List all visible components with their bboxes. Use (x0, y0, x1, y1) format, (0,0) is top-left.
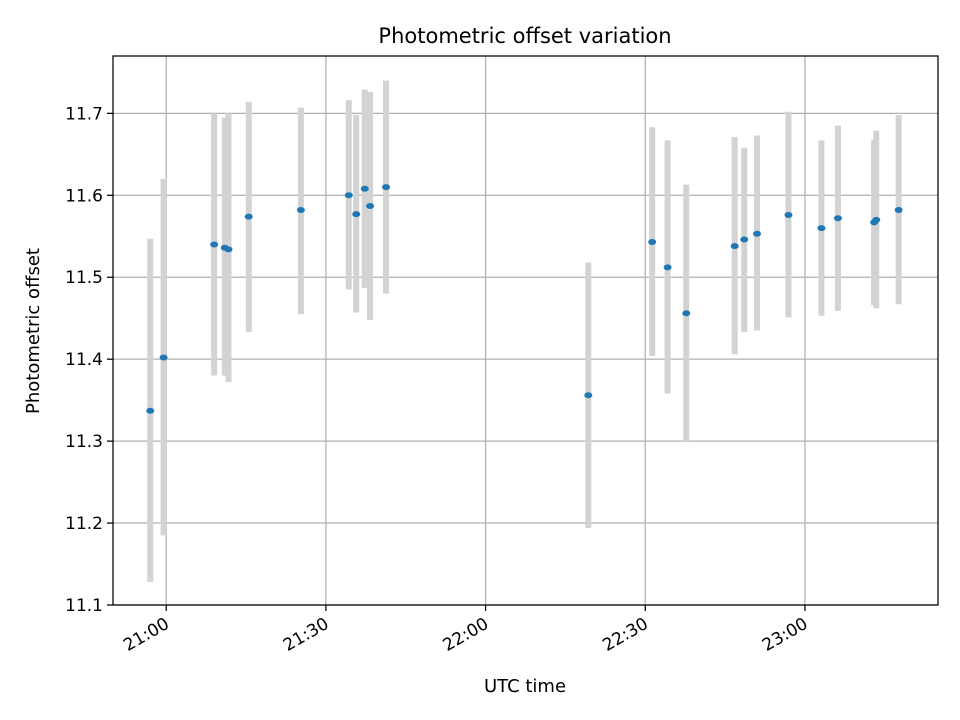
plot-frame (112, 55, 939, 606)
y-tick-label: 11.7 (65, 104, 103, 124)
data-point (159, 354, 168, 361)
x-axis-label: UTC time (484, 676, 566, 697)
data-point (210, 241, 219, 248)
data-point (753, 230, 762, 237)
data-point (740, 236, 749, 243)
data-point (730, 243, 739, 250)
y-tick-label: 11.3 (65, 432, 103, 452)
data-point (244, 213, 253, 220)
chart-title: Photometric offset variation (378, 24, 671, 48)
data-point (784, 211, 793, 218)
data-point (382, 184, 391, 191)
data-point (584, 392, 593, 399)
data-point (224, 246, 233, 253)
y-axis: 11.1 11.2 11.3 11.4 11.5 11.6 11.7 (65, 104, 113, 616)
y-tick-label: 11.1 (65, 596, 103, 616)
data-point (296, 207, 305, 214)
data-point (648, 239, 657, 246)
data-point (366, 202, 375, 209)
data-point (833, 215, 842, 222)
data-point (894, 207, 903, 214)
data-point (872, 216, 881, 223)
data-point (352, 211, 361, 218)
y-tick-label: 11.2 (65, 514, 103, 534)
data-point (360, 185, 369, 192)
y-tick-label: 11.5 (65, 268, 103, 288)
data-point (344, 192, 353, 199)
y-axis-label: Photometric offset (23, 248, 44, 414)
data-point (663, 264, 672, 271)
y-tick-label: 11.6 (65, 186, 103, 206)
data-point (817, 225, 826, 232)
data-point (146, 407, 155, 414)
y-tick-label: 11.4 (65, 350, 103, 370)
data-points (146, 184, 903, 414)
data-point (682, 310, 691, 317)
